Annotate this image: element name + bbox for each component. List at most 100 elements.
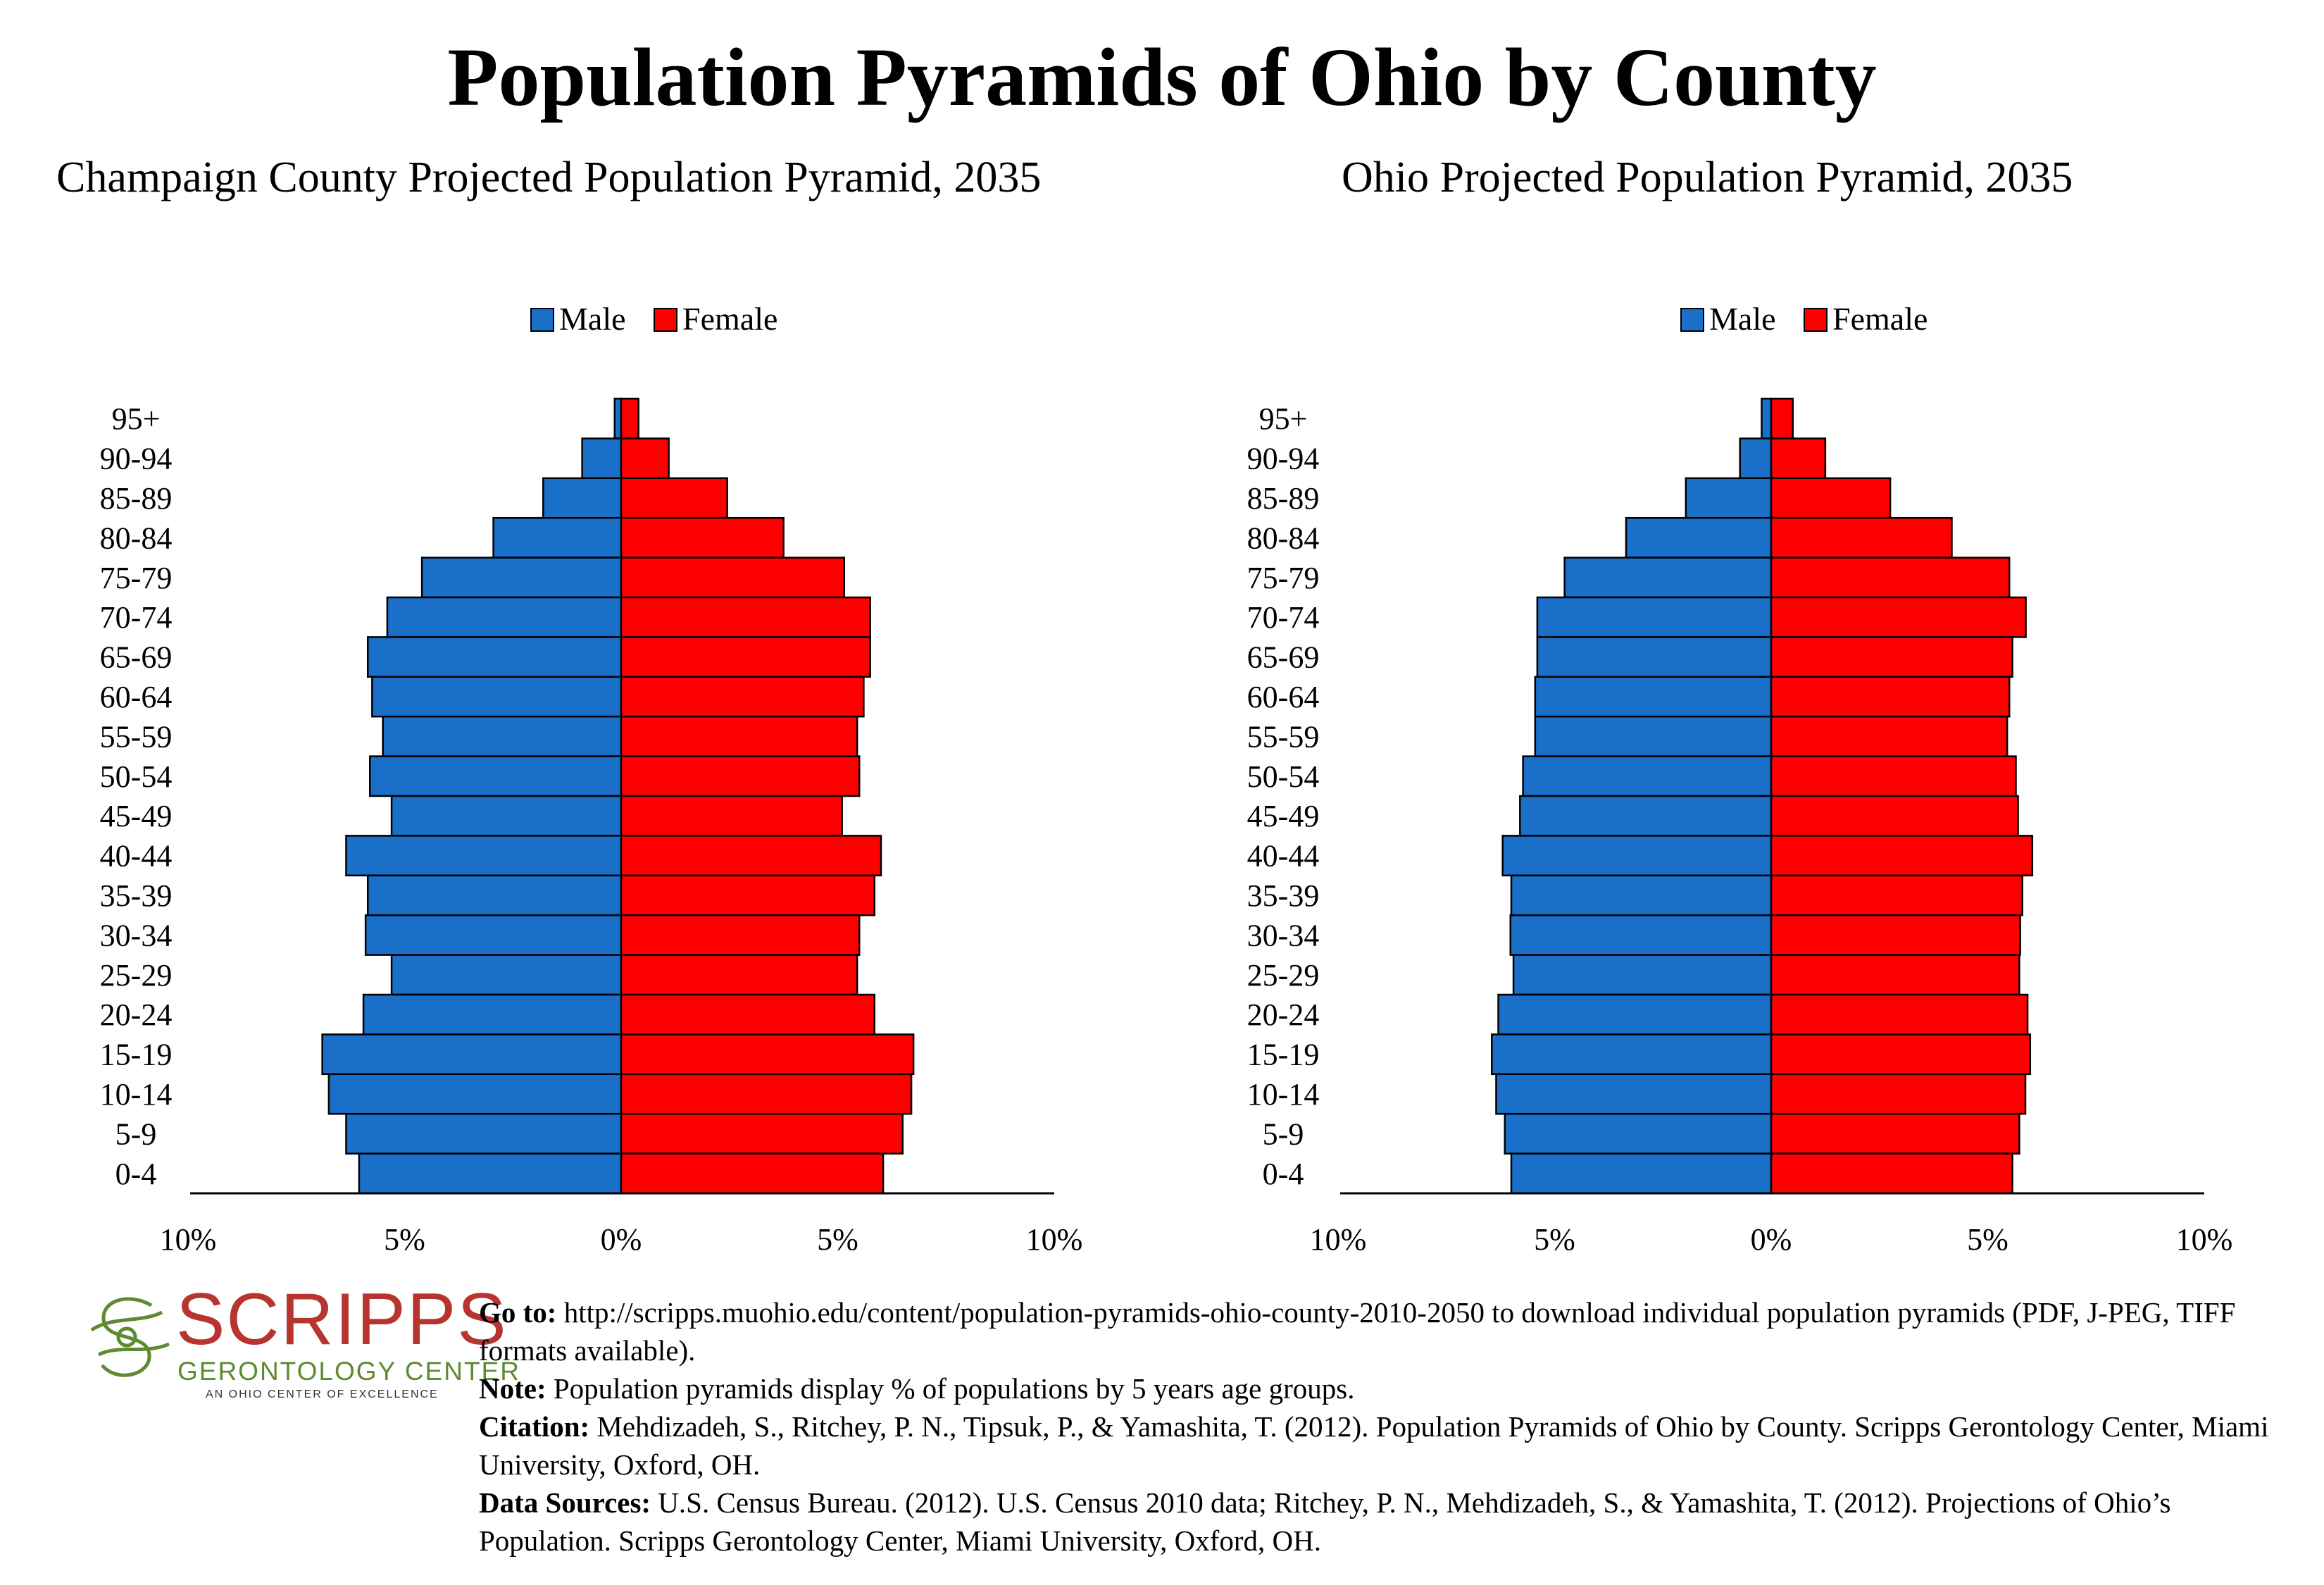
x-tick-label: 0% [601, 1222, 642, 1257]
age-label: 0-4 [1263, 1157, 1304, 1191]
age-label: 95+ [1259, 402, 1308, 436]
bar-female-15-19 [620, 1033, 915, 1076]
age-label: 60-64 [100, 680, 173, 714]
bar-female-70-74 [1770, 596, 2027, 638]
bar-female-10-14 [1770, 1073, 2027, 1115]
bar-female-0-4 [1770, 1152, 2013, 1195]
age-label: 15-19 [100, 1038, 173, 1072]
bar-female-60-64 [620, 676, 865, 718]
legend-label-female: Female [682, 301, 777, 337]
age-label: 35-39 [100, 878, 173, 913]
bar-female-30-34 [1770, 914, 2021, 956]
bar-female-55-59 [1770, 715, 2008, 757]
age-label: 75-79 [1247, 561, 1320, 595]
bar-male-25-29 [1512, 954, 1773, 996]
age-label: 60-64 [1247, 680, 1320, 714]
age-label: 85-89 [100, 481, 173, 516]
age-label: 5-9 [1263, 1117, 1304, 1151]
bar-male-15-19 [321, 1033, 623, 1076]
legend-swatch-male [1680, 308, 1704, 332]
bar-female-45-49 [1770, 795, 2019, 837]
age-label: 15-19 [1247, 1038, 1320, 1072]
bar-male-0-4 [1510, 1152, 1773, 1195]
citation-text: Mehdizadeh, S., Ritchey, P. N., Tipsuk, … [479, 1410, 2269, 1481]
age-label: 25-29 [1247, 958, 1320, 993]
bar-female-80-84 [1770, 516, 1953, 559]
footnotes: Go to: http://scripps.muohio.edu/content… [479, 1293, 2310, 1560]
bar-male-50-54 [369, 755, 623, 797]
x-tick-label: 5% [384, 1222, 425, 1257]
chart-title-champaign: Champaign County Projected Population Py… [56, 154, 1042, 201]
bar-male-60-64 [371, 676, 623, 718]
legend-label-male: Male [559, 301, 626, 337]
citation-label: Citation: [479, 1410, 590, 1443]
x-tick-label: 10% [1310, 1222, 1367, 1257]
citation: Citation: Mehdizadeh, S., Ritchey, P. N.… [479, 1407, 2310, 1484]
age-label: 55-59 [1247, 719, 1320, 754]
bar-female-90-94 [1770, 437, 1827, 480]
bar-male-45-49 [1519, 795, 1773, 837]
bar-male-60-64 [1534, 676, 1773, 718]
age-label: 45-49 [100, 799, 173, 833]
bar-female-85-89 [1770, 477, 1892, 519]
bar-female-25-29 [1770, 954, 2020, 996]
age-label: 25-29 [100, 958, 173, 993]
bar-male-25-29 [390, 954, 623, 996]
age-label: 45-49 [1247, 799, 1320, 833]
age-label: 0-4 [115, 1157, 157, 1191]
age-label: 80-84 [1247, 521, 1320, 555]
bar-female-90-94 [620, 437, 670, 480]
bar-female-35-39 [620, 874, 876, 916]
age-label: 40-44 [1247, 839, 1320, 874]
x-tick-label: 10% [2176, 1222, 2233, 1257]
logo-subtitle: GERONTOLOGY CENTER [177, 1357, 520, 1386]
x-tick-label: 5% [1967, 1222, 2008, 1257]
logo-wordmark: SCRIPPS [176, 1279, 508, 1360]
bar-male-10-14 [1495, 1073, 1773, 1115]
age-label: 40-44 [100, 839, 173, 874]
age-label: 30-34 [1247, 918, 1320, 952]
age-label: 80-84 [100, 521, 173, 555]
bar-male-50-54 [1522, 755, 1773, 797]
x-tick-label: 5% [1534, 1222, 1575, 1257]
bar-male-5-9 [345, 1112, 623, 1155]
age-label: 90-94 [1247, 442, 1320, 476]
chart-title-ohio: Ohio Projected Population Pyramid, 2035 [1342, 154, 2073, 201]
bar-male-85-89 [1685, 477, 1773, 519]
bar-male-35-39 [1510, 874, 1773, 916]
bar-female-30-34 [620, 914, 861, 956]
bar-female-5-9 [1770, 1112, 2020, 1155]
scripps-logo: SCRIPPS GERONTOLOGY CENTER AN OHIO CENTE… [85, 1281, 519, 1415]
bar-male-95+ [1761, 397, 1773, 440]
age-label: 90-94 [100, 442, 173, 476]
bar-female-50-54 [1770, 755, 2017, 797]
bar-female-75-79 [620, 557, 845, 599]
legend-swatch-female [654, 308, 677, 332]
age-label: 70-74 [1247, 600, 1320, 635]
bar-male-90-94 [581, 437, 623, 480]
bar-male-30-34 [1509, 914, 1773, 956]
goto-note: Go to: http://scripps.muohio.edu/content… [479, 1293, 2310, 1369]
logo-tagline: AN OHIO CENTER OF EXCELLENCE [206, 1388, 439, 1400]
age-label: 95+ [112, 402, 161, 436]
age-label: 50-54 [100, 759, 173, 794]
bar-male-30-34 [364, 914, 623, 956]
note-label: Note: [479, 1372, 546, 1405]
age-label: 65-69 [100, 640, 173, 675]
age-label: 50-54 [1247, 759, 1320, 794]
sources-label: Data Sources: [479, 1486, 651, 1519]
note: Note: Population pyramids display % of p… [479, 1369, 2310, 1407]
goto-text: http://scripps.muohio.edu/content/popula… [479, 1296, 2236, 1367]
x-tick-label: 5% [817, 1222, 858, 1257]
age-label: 85-89 [1247, 481, 1320, 516]
bar-male-15-19 [1491, 1033, 1773, 1076]
bar-female-25-29 [620, 954, 858, 996]
bar-female-5-9 [620, 1112, 904, 1155]
legend-label-female: Female [1832, 301, 1928, 337]
bar-female-15-19 [1770, 1033, 2032, 1076]
x-tick-label: 0% [1751, 1222, 1792, 1257]
note-text: Population pyramids display % of populat… [546, 1372, 1355, 1405]
bar-female-65-69 [620, 636, 871, 678]
